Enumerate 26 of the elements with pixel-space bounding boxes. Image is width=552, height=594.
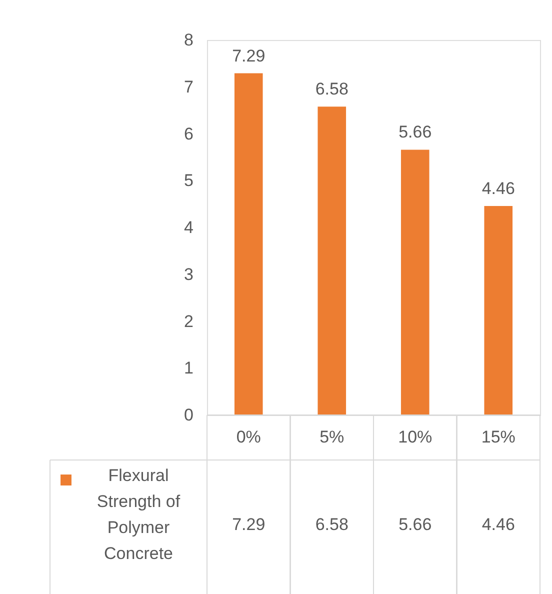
x-tick-label: 5% (320, 428, 344, 446)
y-tick-label: 5 (184, 171, 194, 190)
y-tick-label: 0 (184, 406, 194, 424)
legend-label: Flexural Strength of Polymer Concrete (96, 466, 180, 563)
y-tick-label: 2 (184, 312, 194, 331)
y-tick-label: 8 (184, 30, 194, 50)
y-tick-label: 4 (184, 218, 194, 237)
bar (318, 106, 346, 415)
y-tick-label: 6 (184, 124, 194, 144)
text: 5.66 (398, 515, 432, 534)
text: 6.58 (315, 515, 348, 534)
data-label: 4.46 (482, 178, 515, 198)
bar (400, 150, 430, 415)
x-tick-label: 10% (398, 428, 432, 446)
y-tick-label: 3 (184, 264, 194, 284)
y-tick-label: 7 (184, 77, 194, 96)
text: 4.46 (482, 515, 515, 534)
x-tick-label: 0% (236, 428, 261, 446)
data-label: 7.29 (232, 46, 266, 66)
bar (234, 73, 263, 415)
bar (484, 206, 513, 415)
y-tick-label: 1 (184, 358, 194, 378)
data-label: 6.58 (315, 80, 348, 99)
text: 7.29 (232, 515, 266, 534)
data-label: 5.66 (398, 122, 432, 142)
x-tick-label: 15% (481, 428, 516, 446)
